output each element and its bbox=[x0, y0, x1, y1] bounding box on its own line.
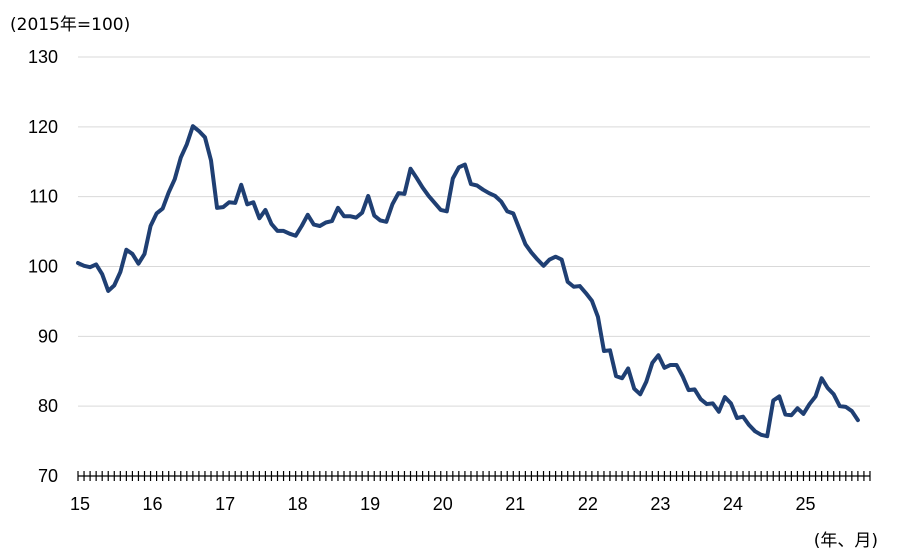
x-tick-label: 22 bbox=[578, 494, 598, 514]
x-tick-label: 16 bbox=[143, 494, 163, 514]
x-tick-label: 21 bbox=[505, 494, 525, 514]
y-tick-label: 70 bbox=[38, 466, 58, 486]
x-tick-label: 19 bbox=[360, 494, 380, 514]
series-layer bbox=[76, 124, 860, 439]
y-axis-unit-label: (2015年=100) bbox=[10, 15, 130, 35]
gridlines bbox=[78, 56, 870, 407]
x-tick-label: 18 bbox=[288, 494, 308, 514]
x-tick-label: 15 bbox=[70, 494, 90, 514]
x-tick-label: 24 bbox=[723, 494, 743, 514]
y-tick-label: 100 bbox=[28, 257, 58, 277]
series-line bbox=[76, 124, 860, 439]
y-tick-labels: 70 80 90 100 110 120 130 bbox=[28, 47, 58, 486]
y-tick-label: 120 bbox=[28, 117, 58, 137]
axes bbox=[77, 471, 871, 481]
x-tick-label: 17 bbox=[215, 494, 235, 514]
y-tick-label: 90 bbox=[38, 326, 58, 346]
y-tick-label: 110 bbox=[29, 187, 58, 207]
y-tick-label: 80 bbox=[38, 396, 58, 416]
x-tick-label: 20 bbox=[433, 494, 453, 514]
x-axis-unit-label: (年、月) bbox=[814, 531, 878, 551]
x-tick-label: 23 bbox=[650, 494, 670, 514]
y-tick-label: 130 bbox=[28, 47, 58, 67]
x-tick-label: 25 bbox=[795, 494, 815, 514]
x-tick-labels: 15 16 17 18 19 20 21 22 23 24 25 bbox=[70, 494, 816, 514]
